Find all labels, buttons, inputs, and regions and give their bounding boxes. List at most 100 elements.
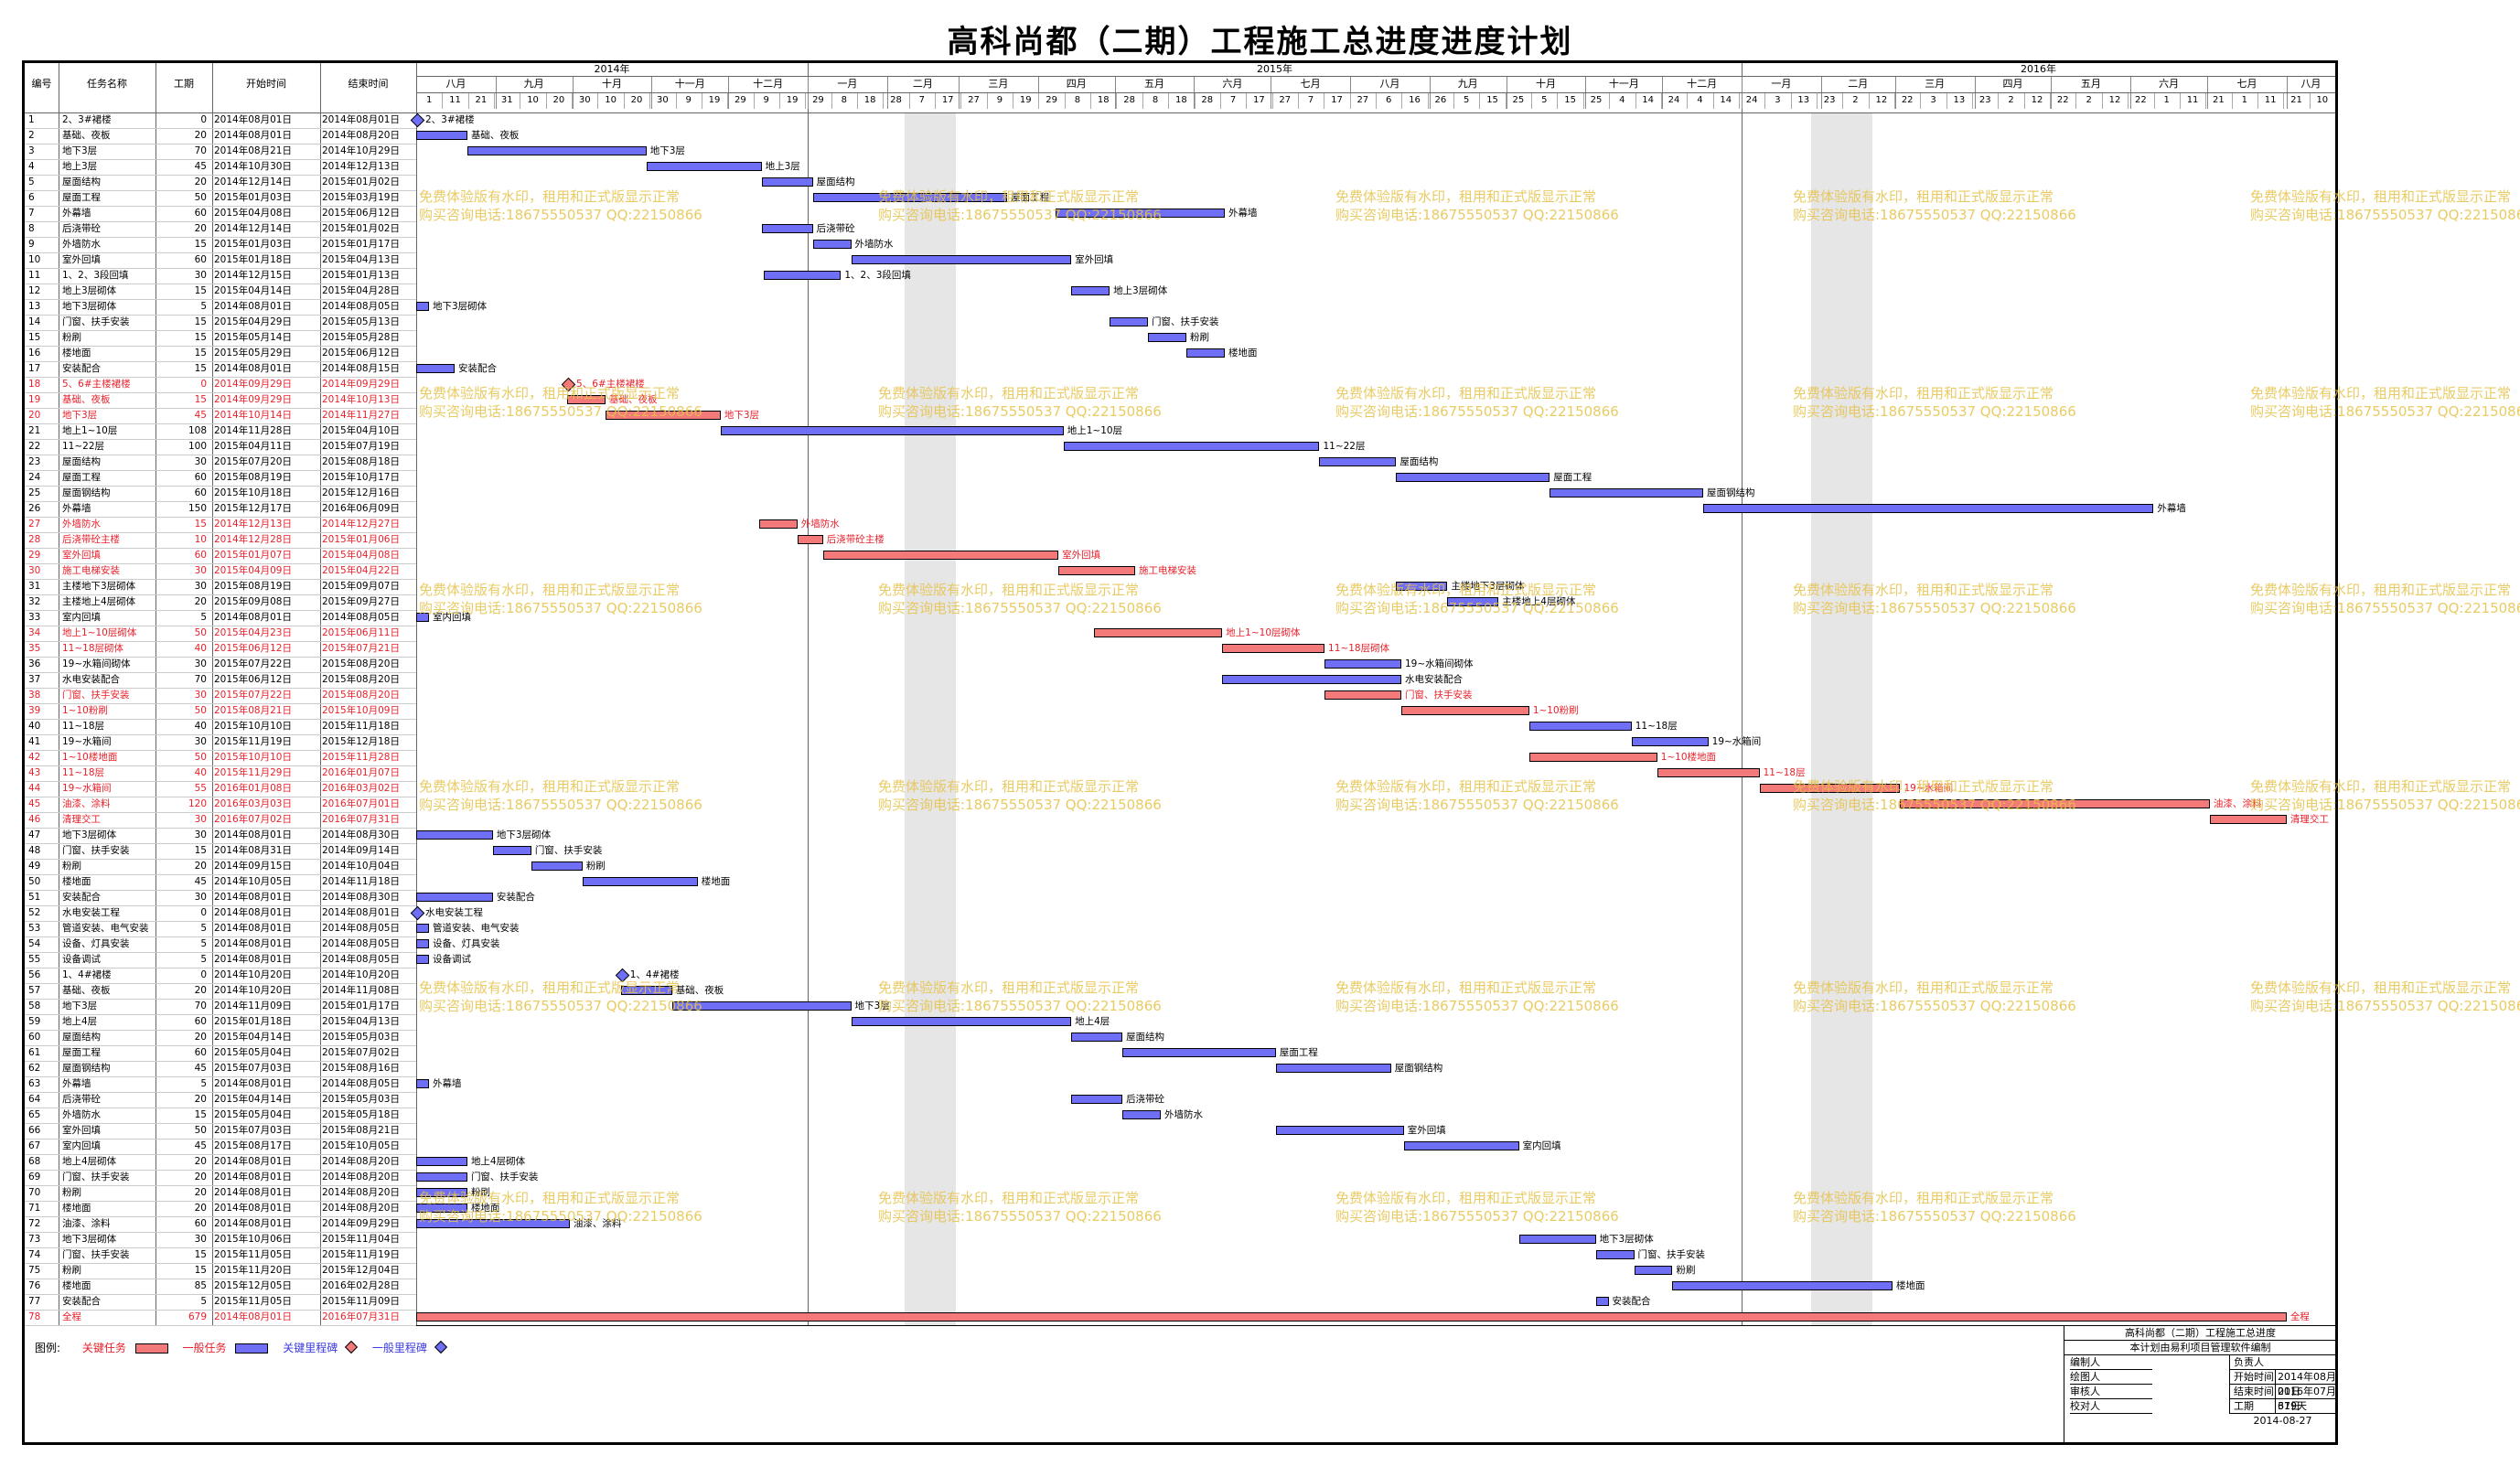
task-start: 2014年12月13日 — [214, 519, 292, 530]
task-dur: 100 — [188, 441, 207, 452]
task-end: 2016年07月31日 — [322, 814, 400, 825]
watermark-line-2: 购买咨询电话:18675550537 QQ:22150866 — [878, 1208, 1162, 1225]
task-dur: 50 — [194, 705, 207, 716]
legend-critical-label: 关键任务 — [81, 1342, 126, 1354]
task-bar — [567, 395, 606, 404]
task-end: 2015年01月13日 — [322, 270, 400, 281]
task-end: 2014年08月05日 — [322, 923, 400, 934]
task-id: 62 — [28, 1063, 41, 1074]
task-end: 2014年08月20日 — [322, 1203, 400, 1214]
task-end: 2015年10月09日 — [322, 705, 400, 716]
task-start: 2014年08月01日 — [214, 923, 292, 934]
day-label: 28 — [1201, 95, 1214, 105]
task-dur: 30 — [194, 456, 207, 467]
task-id: 18 — [28, 379, 41, 390]
task-bar-label: 1、2、3段回填 — [844, 270, 911, 281]
task-bar-label: 11~22层 — [1323, 441, 1366, 452]
task-id: 66 — [28, 1125, 41, 1136]
watermark-line-2: 购买咨询电话:18675550537 QQ:22150866 — [1793, 1208, 2076, 1225]
day-label: 24 — [1745, 95, 1758, 105]
task-bar — [416, 302, 429, 311]
day-label: 23 — [1823, 95, 1836, 105]
row-line — [25, 1076, 416, 1077]
tb-editor: 编制人 — [2070, 1355, 2152, 1370]
task-end: 2015年06月12日 — [322, 208, 400, 219]
legend-normal-ms-icon — [434, 1340, 447, 1354]
row-line — [25, 221, 416, 222]
day-label: 11 — [2264, 95, 2277, 105]
day-label: 7 — [1307, 95, 1314, 105]
task-id: 24 — [28, 472, 41, 483]
task-dur: 85 — [194, 1280, 207, 1291]
task-bar-label: 门窗、扶手安装 — [534, 845, 603, 856]
task-id: 16 — [28, 348, 41, 358]
day-label: 8 — [841, 95, 847, 105]
day-label: 20 — [552, 95, 565, 105]
task-end: 2015年01月02日 — [322, 223, 400, 234]
row-line — [25, 1030, 416, 1031]
day-label: 3 — [1930, 95, 1936, 105]
watermark-line-2: 购买咨询电话:18675550537 QQ:22150866 — [2250, 797, 2520, 813]
watermark: 免费体验版有水印，租用和正式版显示正常 购买咨询电话:18675550537 QQ… — [878, 581, 1162, 617]
task-end: 2016年07月01日 — [322, 798, 400, 809]
month-label: 三月 — [988, 78, 1009, 90]
task-id: 3 — [28, 145, 35, 156]
legend-critical-swatch — [134, 1343, 168, 1354]
header-start: 开始时间 — [246, 78, 286, 90]
day-divider — [1790, 92, 1792, 109]
task-name: 室外回填 — [62, 1125, 101, 1136]
task-dur: 15 — [194, 363, 207, 374]
day-label: 29 — [812, 95, 824, 105]
row-line — [25, 843, 416, 844]
day-divider — [1738, 92, 1740, 109]
task-id: 56 — [28, 969, 41, 980]
row-line — [25, 579, 416, 580]
day-divider — [597, 92, 599, 109]
task-end: 2016年01月07日 — [322, 767, 400, 778]
task-start: 2015年11月05日 — [214, 1249, 292, 1260]
task-end: 2014年08月30日 — [322, 892, 400, 903]
watermark-line-2: 购买咨询电话:18675550537 QQ:22150866 — [1793, 797, 2076, 813]
task-bar — [416, 1219, 570, 1228]
row-line — [25, 548, 416, 549]
watermark: 免费体验版有水印，租用和正式版显示正常 购买咨询电话:18675550537 QQ… — [2250, 979, 2520, 1015]
task-bar-label: 屋面工程 — [1279, 1047, 1318, 1058]
task-bar-label: 室内回填 — [432, 612, 471, 623]
watermark-line-1: 免费体验版有水印，租用和正式版显示正常 — [1793, 385, 2054, 401]
task-id: 63 — [28, 1078, 41, 1089]
task-bar-label: 地上1~10层 — [1067, 425, 1123, 436]
task-id: 35 — [28, 643, 41, 654]
task-end: 2015年08月20日 — [322, 658, 400, 669]
task-bar-label: 屋面结构 — [1399, 456, 1439, 467]
legend-normal-ms-label: 一般里程碑 — [371, 1342, 427, 1354]
task-start: 2014年08月01日 — [214, 892, 292, 903]
day-label: 10 — [2316, 95, 2329, 105]
task-bar-label: 基础、夜板 — [675, 985, 724, 996]
task-dur: 60 — [194, 208, 207, 219]
watermark-line-1: 免费体验版有水印，租用和正式版显示正常 — [1793, 582, 2054, 598]
task-bar — [1071, 286, 1110, 295]
watermark-line-2: 购买咨询电话:18675550537 QQ:22150866 — [419, 207, 702, 223]
task-bar — [761, 224, 813, 233]
task-dur: 45 — [194, 1063, 207, 1074]
day-label: 7 — [918, 95, 926, 105]
watermark-line-2: 购买咨询电话:18675550537 QQ:22150866 — [2250, 600, 2520, 616]
task-end: 2014年08月30日 — [322, 829, 400, 840]
task-bar-label: 后浇带砼主楼 — [826, 534, 885, 545]
task-bar — [1185, 348, 1225, 358]
day-label: 14 — [1642, 95, 1655, 105]
task-start: 2014年08月01日 — [214, 907, 292, 918]
task-name: 19~水箱间 — [62, 736, 112, 747]
day-label: 1 — [425, 95, 433, 105]
tb-reviewer: 审核人 — [2070, 1385, 2152, 1399]
task-id: 13 — [28, 301, 41, 312]
task-name: 外幕墙 — [62, 1078, 91, 1089]
task-name: 11~18层砌体 — [62, 643, 124, 654]
watermark-line-2: 购买咨询电话:18675550537 QQ:22150866 — [419, 998, 702, 1014]
task-end: 2014年11月18日 — [322, 876, 400, 887]
watermark: 免费体验版有水印，租用和正式版显示正常 购买咨询电话:18675550537 QQ… — [878, 187, 1162, 224]
watermark: 免费体验版有水印，租用和正式版显示正常 购买咨询电话:18675550537 QQ… — [419, 187, 702, 224]
task-bar-label: 外墙防水 — [800, 519, 840, 530]
task-dur: 0 — [200, 114, 207, 125]
task-id: 78 — [28, 1311, 41, 1322]
